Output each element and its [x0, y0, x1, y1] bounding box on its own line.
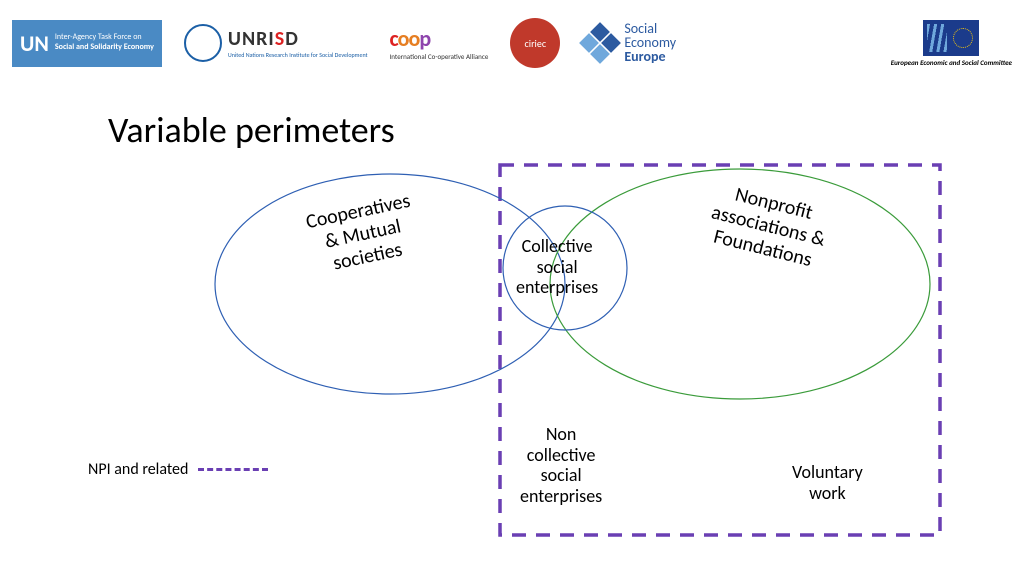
- see-text: Social Economy Europe: [624, 22, 676, 64]
- logo-coop: coop International Co-operative Alliance: [390, 25, 489, 61]
- logo-unrisd: UNRISD United Nations Research Institute…: [184, 24, 368, 62]
- logo-un: UN Inter-Agency Task Force on Social and…: [12, 20, 162, 67]
- logo-bar: UN Inter-Agency Task Force on Social and…: [0, 8, 1024, 78]
- logo-eesc: European Economic and Social Committee: [891, 20, 1012, 67]
- un-badge-sub: Inter-Agency Task Force on Social and So…: [55, 33, 154, 52]
- unrisd-name: UNRISD: [228, 27, 368, 51]
- label-non-collective: Non collective social enterprises: [520, 424, 602, 507]
- logo-see: Social Economy Europe: [582, 22, 676, 64]
- diamond-icon: [582, 25, 618, 61]
- legend-text: NPI and related: [88, 460, 188, 479]
- coop-letters: coop: [390, 25, 431, 52]
- legend-dash-icon: [198, 468, 268, 471]
- logo-ciriec: ciriec: [510, 18, 560, 68]
- label-voluntary: Voluntary work: [792, 462, 863, 503]
- label-cooperatives: Cooperatives & Mutual societies: [304, 190, 422, 280]
- eesc-sub: European Economic and Social Committee: [891, 58, 1012, 67]
- label-collective: Collective social enterprises: [516, 236, 598, 298]
- unrisd-sub: United Nations Research Institute for So…: [228, 51, 368, 59]
- page-title: Variable perimeters: [108, 108, 395, 152]
- label-nonprofit: Nonprofit associations & Foundations: [703, 179, 833, 274]
- legend-npi: NPI and related: [88, 460, 268, 479]
- un-badge-text: UN: [20, 30, 49, 57]
- venn-diagram: [0, 0, 1024, 576]
- wreath-icon: [184, 24, 222, 62]
- eu-flag-icon: [923, 20, 979, 56]
- coop-sub: International Co-operative Alliance: [390, 52, 489, 61]
